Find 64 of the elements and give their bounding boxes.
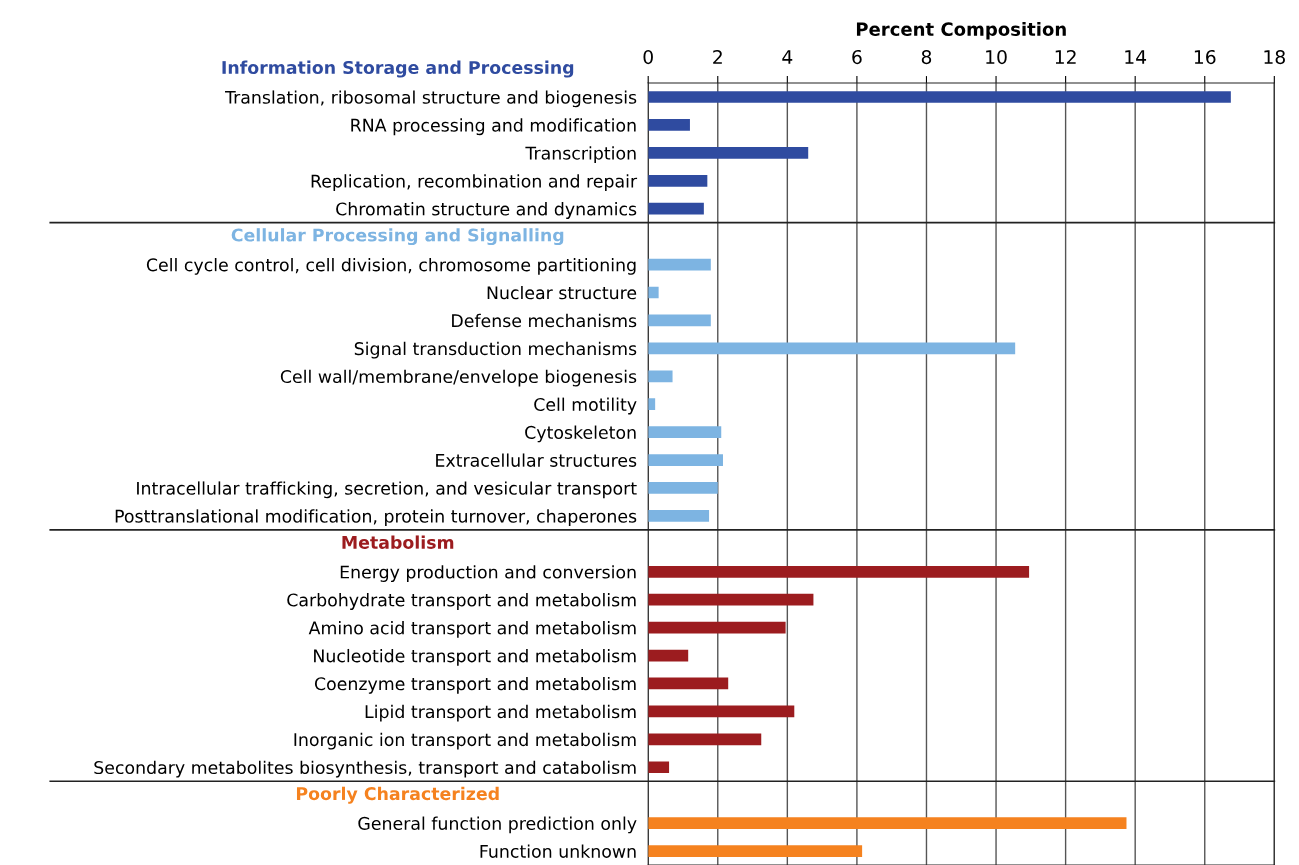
bar	[648, 510, 710, 522]
y-tick-label: Intracellular trafficking, secretion, and vesicular transport	[137, 481, 637, 499]
y-tick-label: Signal transduction mechanisms	[354, 341, 637, 359]
bar	[648, 91, 1231, 103]
x-tick-label: 16	[1194, 49, 1216, 65]
y-tick-label: Chromatin structure and dynamics	[336, 202, 637, 219]
y-tick-label: Energy production and conversion	[340, 565, 636, 582]
text: Information Storage and Processing	[222, 60, 574, 78]
bar	[648, 314, 711, 327]
y-tick-label: Nuclear structure	[487, 285, 637, 300]
text: Cellular Processing and Signalling	[231, 228, 564, 246]
x-tick-label: 10	[986, 49, 1007, 65]
bar	[648, 342, 1016, 355]
y-tick-label: Replication, recombination and repair	[311, 174, 638, 191]
bar	[648, 817, 1127, 829]
bar	[648, 621, 786, 634]
bar	[648, 286, 659, 299]
x-tick-label: 14	[1125, 50, 1147, 64]
text: Metabolism	[342, 535, 454, 549]
bar	[648, 119, 690, 131]
text: Poorly Characterized	[296, 786, 499, 804]
x-axis-title: Percent Composition	[856, 22, 1066, 40]
y-tick-label: Extracellular structures	[436, 453, 637, 467]
bar	[648, 649, 689, 662]
bar	[648, 454, 723, 466]
x-tick-label: 0	[643, 49, 653, 65]
y-tick-label: Carbohydrate transport and metabolism	[287, 593, 636, 610]
x-tick-label: 18	[1264, 49, 1285, 65]
y-tick-label: Coenzyme transport and metabolism	[314, 676, 636, 694]
bar	[648, 733, 762, 746]
y-tick-label: Transcription	[525, 146, 636, 164]
y-tick-label: Amino acid transport and metabolism	[308, 621, 636, 638]
y-tick-label: Inorganic ion transport and metabolism	[294, 732, 636, 750]
y-tick-label: Secondary metabolites biosynthesis, transport and catabolism	[94, 760, 636, 778]
y-tick-label: Cell cycle control, cell division, chromosome partitioning	[146, 257, 636, 275]
bar	[648, 258, 711, 271]
x-tick-label: 12	[1055, 49, 1076, 64]
bar	[648, 677, 729, 690]
bar	[648, 593, 814, 606]
y-tick-label: Posttranslational modification, protein turnover, chaperones	[115, 509, 637, 527]
bar	[648, 845, 863, 857]
y-tick-label: Translation, ribosomal structure and biogenesis	[225, 90, 637, 108]
x-tick-label: 4	[782, 50, 793, 64]
bar	[648, 174, 708, 187]
bar	[648, 705, 795, 718]
y-tick-label: Cell motility	[534, 397, 637, 415]
y-tick-label: RNA processing and modification	[351, 118, 636, 136]
y-tick-label: Cytoskeleton	[525, 425, 636, 443]
x-tick-label: 6	[852, 49, 862, 65]
bar	[648, 370, 673, 383]
bar	[648, 426, 722, 438]
bar	[648, 565, 1030, 578]
x-tick-label: 8	[921, 49, 932, 65]
bar	[648, 202, 704, 215]
y-tick-label: Defense mechanisms	[452, 313, 637, 328]
bar	[648, 146, 809, 159]
x-tick-label: 2	[713, 49, 722, 64]
y-tick-label: Function unknown	[480, 844, 636, 858]
y-tick-label: Cell wall/membrane/envelope biogenesis	[280, 369, 637, 387]
bar	[648, 482, 718, 494]
bar	[648, 761, 670, 774]
y-tick-label: Lipid transport and metabolism	[365, 704, 636, 722]
y-tick-label: General function prediction only	[358, 816, 637, 834]
y-tick-label: Nucleotide transport and metabolism	[314, 648, 636, 666]
